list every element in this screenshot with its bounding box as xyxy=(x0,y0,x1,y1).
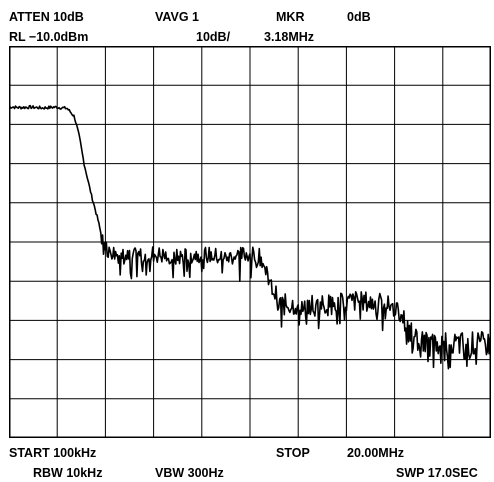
mkr-level-label: 0dB xyxy=(347,10,371,24)
sweep-time-label: SWP 17.0SEC xyxy=(396,466,478,480)
marker-freq-label: 3.18MHz xyxy=(264,30,315,44)
vavg-label: VAVG 1 xyxy=(155,10,199,24)
stop-label: STOP xyxy=(276,446,310,460)
spectrum-display xyxy=(9,46,491,438)
ref-level-label: RL −10.0dBm xyxy=(9,30,89,44)
mkr-label: MKR xyxy=(276,10,305,24)
rbw-label: RBW 10kHz xyxy=(33,466,103,480)
atten-label: ATTEN 10dB xyxy=(9,10,84,24)
scale-label: 10dB/ xyxy=(196,30,231,44)
start-freq-label: START 100kHz xyxy=(9,446,97,460)
spectrum-plot xyxy=(9,46,491,438)
graticule xyxy=(9,46,491,438)
spectrum-trace xyxy=(9,104,491,370)
vbw-label: VBW 300Hz xyxy=(155,466,224,480)
stop-freq-label: 20.00MHz xyxy=(347,446,404,460)
